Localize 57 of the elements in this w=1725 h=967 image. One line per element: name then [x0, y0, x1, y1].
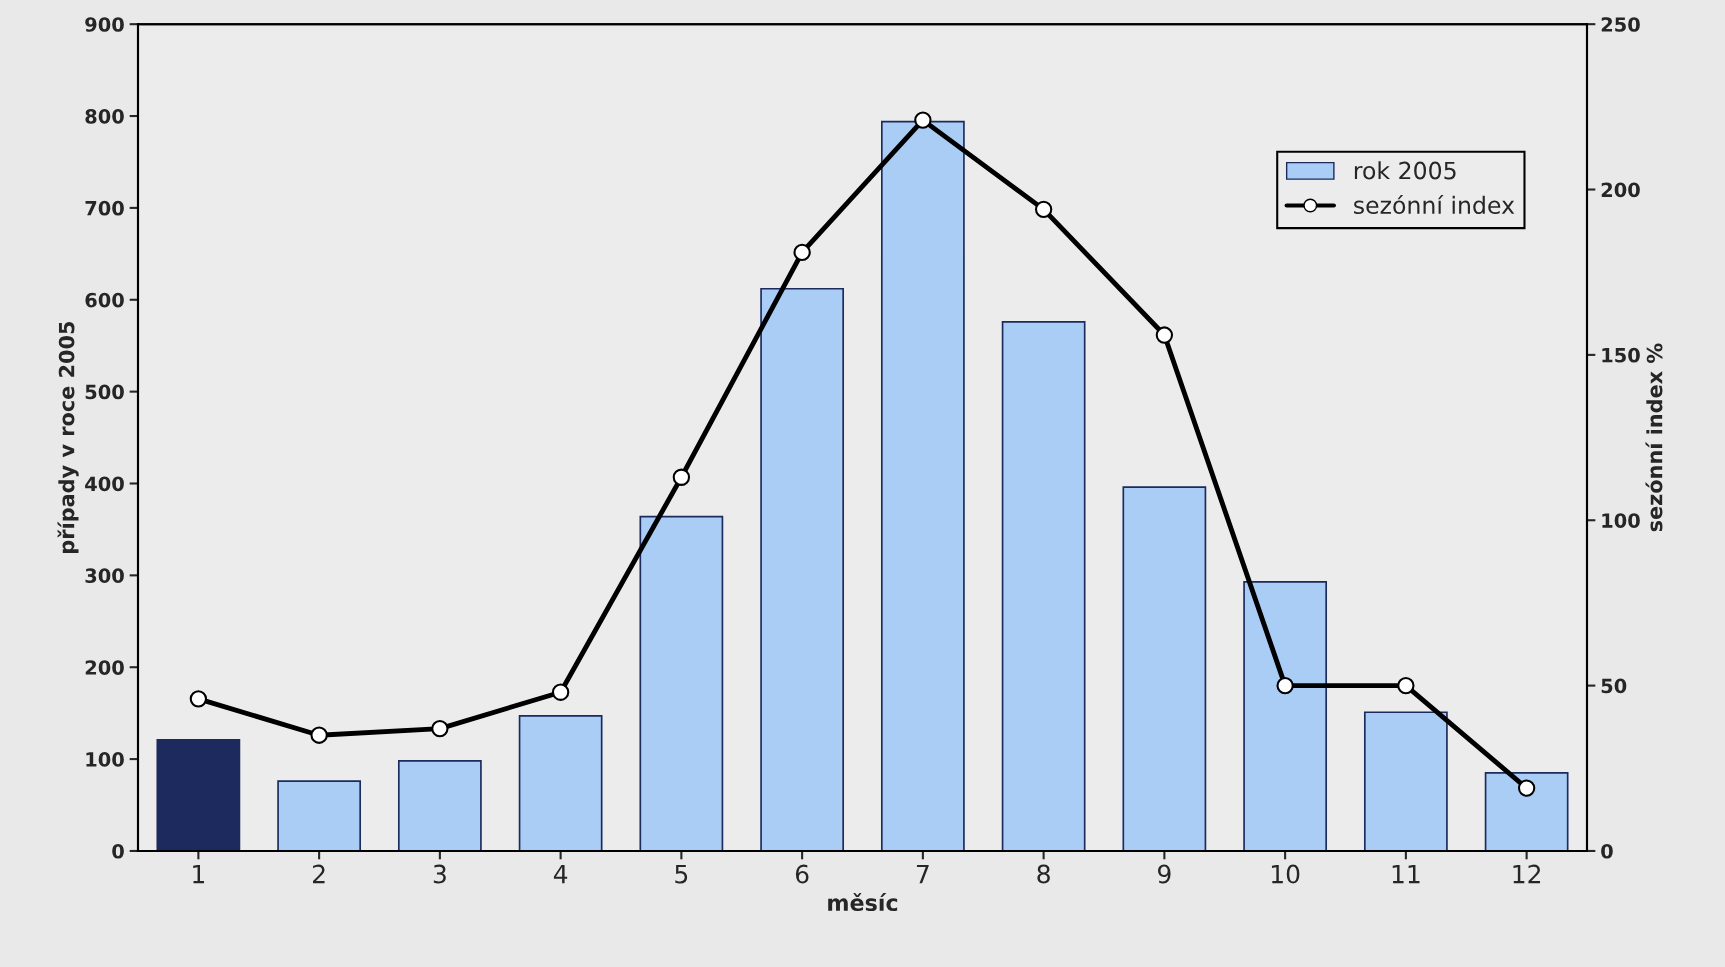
bar — [397, 760, 482, 851]
point — [672, 468, 691, 486]
bar — [518, 715, 603, 851]
y2-tick-label: 150 — [1602, 347, 1640, 363]
y2-tick-label: 50 — [1601, 678, 1627, 694]
x-tick-label: 11 — [1392, 864, 1420, 884]
y-tick-label: 300 — [85, 568, 124, 584]
point — [1034, 200, 1053, 219]
legend-label: sezónní index — [1354, 194, 1515, 215]
x-tick-label: 7 — [916, 864, 929, 884]
point — [1517, 779, 1536, 797]
y-tick-label: 600 — [85, 292, 124, 308]
x-tick-label: 8 — [1037, 864, 1050, 884]
y2-tick-label: 250 — [1601, 17, 1640, 32]
x-tick-label: 2 — [313, 864, 325, 884]
x-tick-label: 10 — [1271, 864, 1300, 884]
legend-label: rok 2005 — [1354, 161, 1456, 180]
bar — [277, 780, 362, 851]
bar — [1243, 580, 1328, 851]
bar — [1363, 711, 1448, 851]
x-tick-label: 12 — [1513, 864, 1541, 884]
y-tick-label: 500 — [85, 384, 124, 400]
x-tick-label: 9 — [1158, 864, 1171, 884]
x-tick-label: 1 — [193, 864, 205, 884]
y-tick-label: 900 — [85, 17, 124, 32]
bar — [880, 120, 965, 851]
bar — [1484, 772, 1569, 851]
point — [793, 243, 811, 262]
bar — [156, 738, 241, 851]
point — [431, 719, 449, 738]
point — [310, 726, 328, 744]
y-tick-label: 0 — [112, 843, 124, 859]
point — [1276, 676, 1294, 695]
y-tick-label: 100 — [86, 752, 124, 767]
y-tick-label: 800 — [85, 109, 124, 124]
y-axis-title: případy v roce 2005 — [57, 321, 79, 553]
point — [1397, 676, 1415, 695]
y-tick-label: 700 — [85, 200, 124, 216]
x-tick-label: 3 — [433, 864, 446, 884]
x-tick-label: 6 — [795, 864, 809, 884]
point — [189, 690, 208, 708]
y-tick-label: 200 — [85, 660, 124, 675]
y2-tick-label: 0 — [1601, 843, 1613, 859]
point — [551, 683, 570, 701]
x-tick-label: 4 — [553, 864, 568, 884]
x-tick-label: 5 — [675, 864, 688, 884]
y-tick-label: 400 — [85, 476, 124, 492]
bar — [760, 287, 845, 851]
bar — [639, 515, 724, 851]
bar — [1001, 320, 1086, 851]
point — [1155, 326, 1174, 344]
y2-tick-label: 100 — [1602, 513, 1640, 528]
x-axis-title: měsíc — [828, 893, 898, 912]
y2-axis-title: sezónní index % — [1645, 343, 1663, 532]
point — [914, 111, 932, 129]
bar — [1122, 486, 1207, 851]
y2-tick-label: 200 — [1601, 182, 1640, 198]
